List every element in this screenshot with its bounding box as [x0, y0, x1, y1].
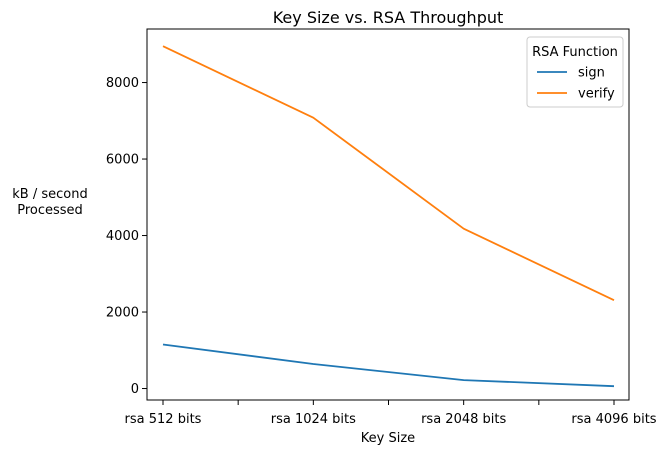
x-tick-label: rsa 512 bits [125, 412, 202, 427]
x-axis-label: Key Size [361, 431, 415, 446]
x-tick-label: rsa 4096 bits [571, 412, 656, 427]
chart-title: Key Size vs. RSA Throughput [273, 8, 504, 27]
series-lines [162, 45, 615, 388]
series-line-verify [162, 45, 615, 302]
y-tick-label: 4000 [106, 229, 139, 244]
series-line-sign [162, 343, 615, 388]
y-tick-label: 6000 [106, 153, 139, 168]
legend: RSA Function sign verify [526, 36, 624, 108]
plot-area-frame [146, 28, 630, 401]
x-axis-ticks: rsa 512 bits rsa 1024 bits rsa 2048 bits rs… [125, 400, 657, 427]
legend-items: sign verify [537, 66, 615, 102]
y-axis-ticks: 0 2000 4000 6000 8000 [106, 76, 147, 397]
y-axis-label-line-2: Processed [17, 203, 83, 218]
y-tick-label: 8000 [106, 76, 139, 91]
y-axis-label-line-1: kB / second [12, 187, 87, 202]
legend-frame [526, 36, 624, 108]
y-axis-label: kB / second Processed [12, 187, 87, 218]
y-tick-label: 0 [131, 382, 139, 397]
legend-title: RSA Function [532, 45, 618, 60]
x-tick-label: rsa 2048 bits [421, 412, 506, 427]
x-tick-label: rsa 1024 bits [271, 412, 356, 427]
legend-label-sign: sign [578, 66, 605, 81]
legend-label-verify: verify [578, 87, 615, 102]
y-tick-label: 2000 [106, 306, 139, 321]
